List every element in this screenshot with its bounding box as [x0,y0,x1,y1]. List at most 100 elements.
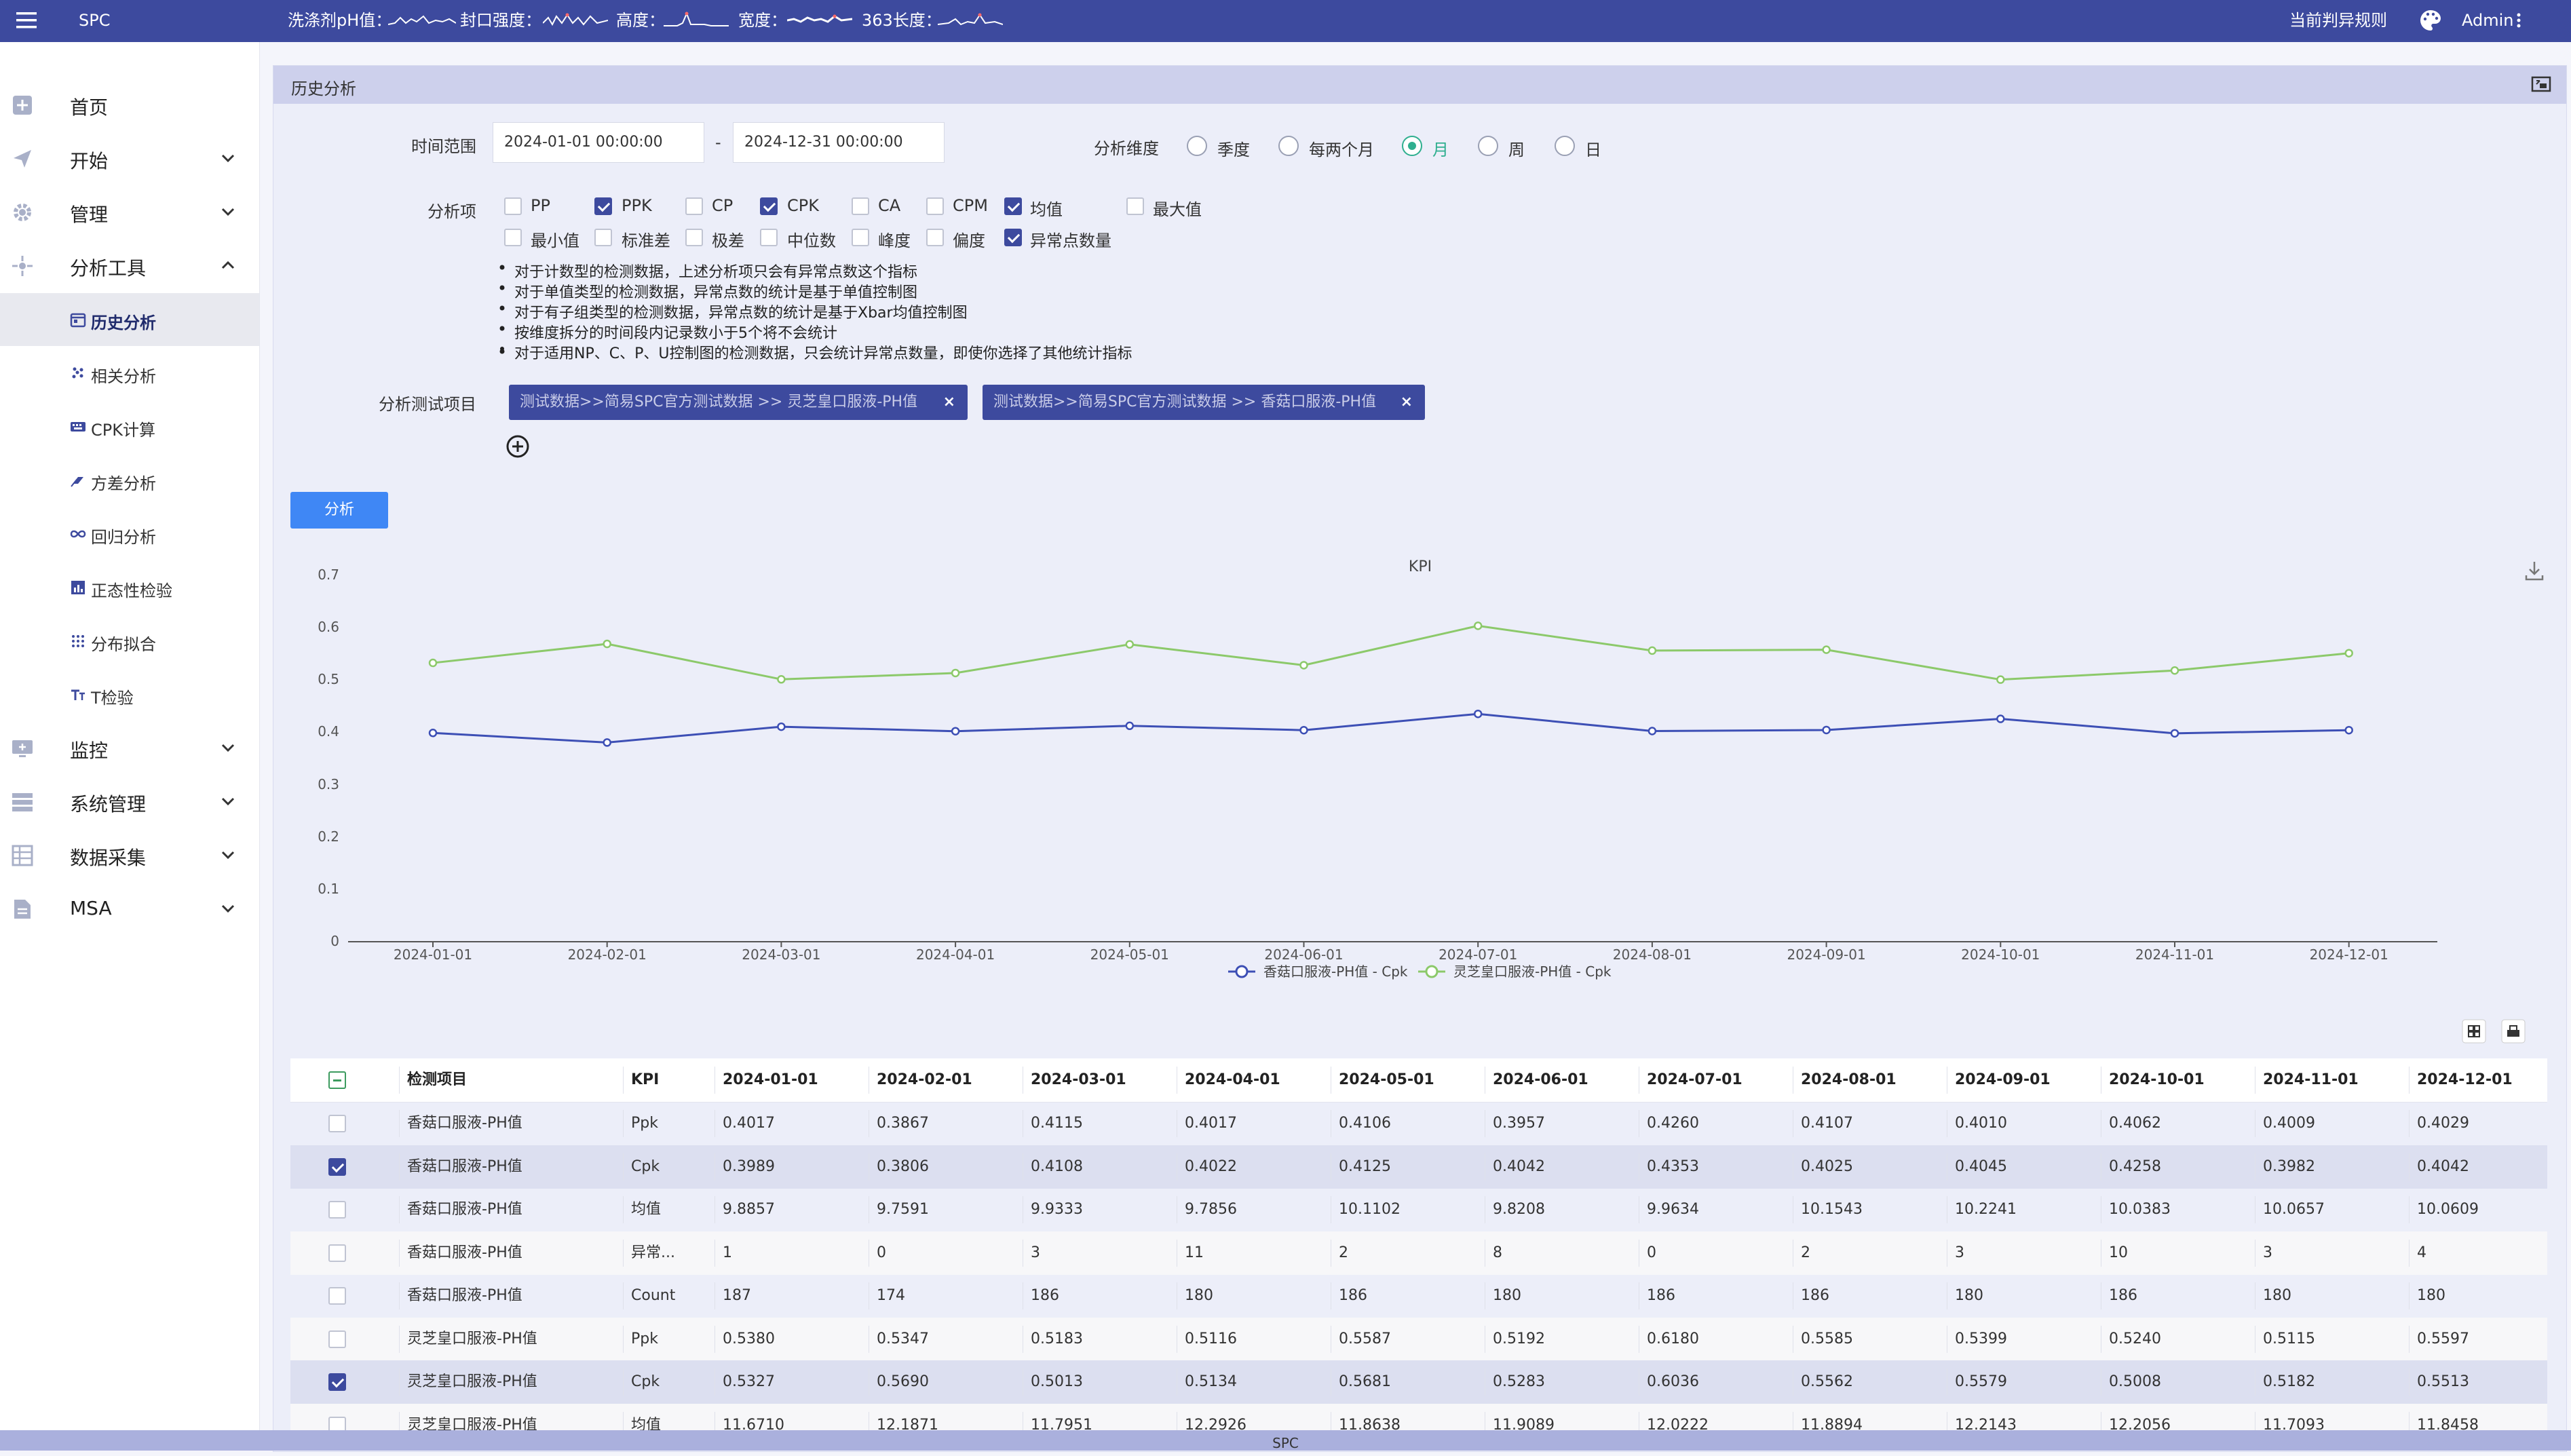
checkbox-label[interactable]: 最大值 [1153,200,1202,219]
row-checkbox[interactable] [328,1157,346,1176]
table-row[interactable]: 香菇口服液-PH值 Ppk 0.4017 0.3867 0.4115 0.4017 0.41… [290,1102,2547,1145]
sidebar-subitem-correlation[interactable]: 相关分析 [0,347,259,400]
sidebar-subitem-cpk[interactable]: CPK计算 [0,400,259,453]
select-all-checkbox[interactable] [328,1071,346,1089]
sparkline-icon[interactable] [543,9,608,30]
column-header[interactable]: KPI [631,1071,660,1088]
column-header[interactable]: 2024-06-01 [1493,1071,1588,1088]
sidebar-subitem-history[interactable]: 历史分析 [0,293,259,346]
sidebar-item-system[interactable]: 系统管理 [0,775,259,828]
column-header[interactable]: 2024-10-01 [2109,1071,2205,1088]
column-header[interactable]: 2024-05-01 [1339,1071,1434,1088]
column-header[interactable]: 2024-07-01 [1647,1071,1742,1088]
checkbox-range[interactable] [685,229,703,246]
checkbox-label[interactable]: CPM [953,196,988,215]
column-header[interactable]: 2024-09-01 [1955,1071,2051,1088]
column-header[interactable]: 2024-11-01 [2263,1071,2359,1088]
column-header[interactable]: 2024-03-01 [1031,1071,1126,1088]
fullscreen-icon[interactable] [2530,74,2552,94]
checkbox-mean[interactable] [1004,197,1022,215]
checkbox-cpk[interactable] [760,197,778,215]
checkbox-label[interactable]: CP [712,196,734,215]
checkbox-median[interactable] [760,229,778,246]
row-checkbox[interactable] [328,1115,346,1132]
data-point[interactable] [603,738,611,747]
checkbox-label[interactable]: 标准差 [622,231,670,250]
legend-marker[interactable] [1425,965,1439,978]
column-header[interactable]: 2024-02-01 [877,1071,972,1088]
sidebar-item-start[interactable]: 开始 [0,132,259,185]
row-checkbox[interactable] [328,1287,346,1305]
data-point[interactable] [1299,725,1308,735]
data-point[interactable] [2344,649,2353,657]
sidebar-subitem-regression[interactable]: 回归分析 [0,507,259,560]
analyze-button[interactable]: 分析 [290,492,388,529]
legend-label[interactable]: 香菇口服液-PH值 - Cpk [1263,963,1408,980]
chevron-up-icon[interactable] [218,256,237,275]
radio-label[interactable]: 月 [1432,140,1449,159]
checkbox-pp[interactable] [504,197,522,215]
row-checkbox[interactable] [328,1244,346,1262]
legend-label[interactable]: 灵芝皇口服液-PH值 - Cpk [1453,963,1612,980]
sparkline-icon[interactable] [388,9,456,30]
column-header[interactable]: 检测项目 [407,1071,468,1088]
checkbox-min[interactable] [504,229,522,246]
sidebar-subitem-distribution[interactable]: 分布拟合 [0,615,259,668]
checkbox-label[interactable]: CPK [787,196,819,215]
table-row[interactable]: 灵芝皇口服液-PH值 Ppk 0.5380 0.5347 0.5183 0.5116 0.5… [290,1317,2547,1361]
sidebar-item-home[interactable]: 首页 [0,79,259,132]
checkbox-label[interactable]: 均值 [1030,200,1063,219]
data-point[interactable] [1996,675,2005,684]
data-point[interactable] [777,722,786,731]
table-row[interactable]: 灵芝皇口服液-PH值 Cpk 0.5327 0.5690 0.5013 0.5134 0.5… [290,1360,2547,1404]
data-point[interactable] [1648,727,1657,735]
data-point[interactable] [1473,621,1483,630]
chevron-down-icon[interactable] [218,202,237,221]
column-header[interactable]: 2024-01-01 [723,1071,818,1088]
sidebar-item-manage[interactable]: 管理 [0,186,259,239]
checkbox-ca[interactable] [852,197,869,215]
checkbox-label[interactable]: 峰度 [878,231,911,250]
data-point[interactable] [951,668,960,678]
more-vert-icon[interactable] [2515,9,2523,31]
checkbox-label[interactable]: PP [531,196,550,215]
checkbox-ppk[interactable] [594,197,612,215]
start-date-input[interactable]: 2024-01-01 00:00:00 [493,122,704,163]
checkbox-label[interactable]: 最小值 [531,231,579,250]
add-circle-icon[interactable] [505,434,531,459]
end-date-input[interactable]: 2024-12-31 00:00:00 [733,122,945,163]
checkbox-label[interactable]: PPK [622,196,652,215]
data-point[interactable] [428,658,438,668]
data-point[interactable] [2344,725,2353,735]
table-row[interactable]: 香菇口服液-PH值 异常... 1 0 3 11 2 8 0 2 3 10 3 4 [290,1231,2547,1275]
checkbox-label[interactable]: 偏度 [953,231,985,250]
row-checkbox[interactable] [328,1373,346,1391]
radio-bimonthly[interactable] [1278,136,1299,156]
data-point[interactable] [777,675,786,684]
data-point[interactable] [1822,725,1831,735]
data-point[interactable] [1996,714,2005,723]
data-point[interactable] [1648,646,1657,655]
checkbox-kurtosis[interactable] [852,229,869,246]
sidebar-subitem-anova[interactable]: 方差分析 [0,454,259,507]
radio-month[interactable] [1402,136,1422,156]
data-point[interactable] [951,727,960,735]
checkbox-label[interactable]: CA [878,196,901,215]
column-header[interactable]: 2024-04-01 [1185,1071,1280,1088]
data-point[interactable] [1822,645,1831,654]
radio-label[interactable]: 季度 [1217,140,1250,159]
table-row[interactable]: 香菇口服液-PH值 Count 187 174 186 180 186 180 186 186 18… [290,1274,2547,1318]
sidebar-subitem-normality[interactable]: 正态性检验 [0,561,259,614]
table-row[interactable]: 香菇口服液-PH值 均值 9.8857 9.7591 9.9333 9.7856 10.11… [290,1188,2547,1231]
data-point[interactable] [1125,721,1135,731]
sidebar-item-msa[interactable]: MSA [0,883,259,936]
radio-day[interactable] [1555,136,1575,156]
data-point[interactable] [1299,661,1308,670]
chevron-down-icon[interactable] [218,149,237,168]
radio-quarter[interactable] [1187,136,1207,156]
row-checkbox[interactable] [328,1201,346,1219]
chevron-down-icon[interactable] [218,792,237,811]
data-point[interactable] [1473,709,1483,719]
rules-link[interactable]: 当前判异规则 [2289,11,2387,30]
checkbox-max[interactable] [1126,197,1144,215]
